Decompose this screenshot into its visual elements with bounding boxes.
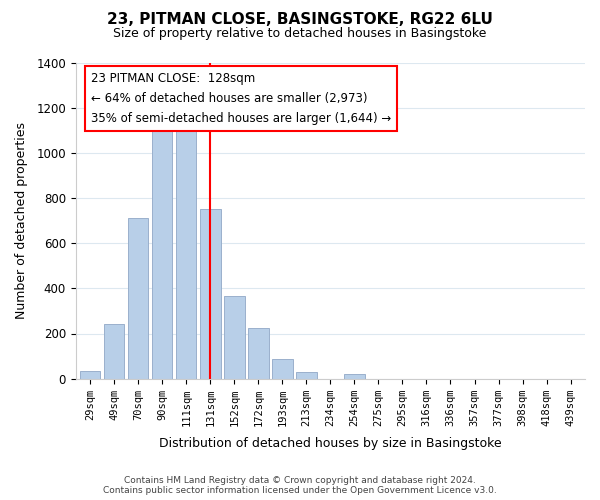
Text: 23 PITMAN CLOSE:  128sqm
← 64% of detached houses are smaller (2,973)
35% of sem: 23 PITMAN CLOSE: 128sqm ← 64% of detache… <box>91 72 391 125</box>
Y-axis label: Number of detached properties: Number of detached properties <box>15 122 28 319</box>
Text: Size of property relative to detached houses in Basingstoke: Size of property relative to detached ho… <box>113 28 487 40</box>
Bar <box>176 130 196 378</box>
Bar <box>200 210 221 378</box>
Bar <box>296 372 317 378</box>
Bar <box>104 324 124 378</box>
Bar <box>80 371 100 378</box>
X-axis label: Distribution of detached houses by size in Basingstoke: Distribution of detached houses by size … <box>159 437 502 450</box>
Bar <box>224 296 245 378</box>
Bar <box>248 328 269 378</box>
Text: Contains HM Land Registry data © Crown copyright and database right 2024.
Contai: Contains HM Land Registry data © Crown c… <box>103 476 497 495</box>
Bar <box>344 374 365 378</box>
Bar <box>152 132 172 378</box>
Bar <box>272 359 293 378</box>
Text: 23, PITMAN CLOSE, BASINGSTOKE, RG22 6LU: 23, PITMAN CLOSE, BASINGSTOKE, RG22 6LU <box>107 12 493 28</box>
Bar <box>128 218 148 378</box>
